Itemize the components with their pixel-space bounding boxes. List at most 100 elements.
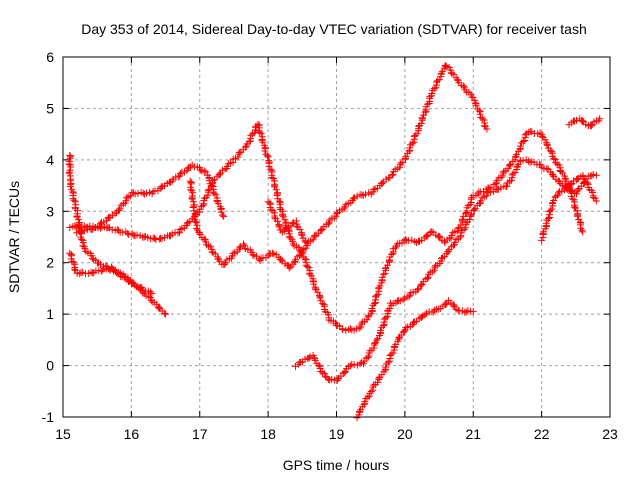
data-point (578, 226, 586, 234)
data-point (317, 227, 325, 235)
data-point (292, 256, 300, 264)
data-point (207, 183, 215, 191)
data-point (389, 349, 397, 357)
data-point (475, 107, 483, 115)
data-point (281, 225, 289, 233)
data-point (467, 210, 475, 218)
data-point (426, 93, 434, 101)
data-point (538, 236, 546, 244)
data-point (259, 138, 267, 146)
data-point (275, 223, 283, 231)
data-point (469, 93, 477, 101)
data-point (477, 197, 485, 205)
data-point (382, 363, 390, 371)
data-point (126, 192, 134, 200)
data-point (220, 212, 228, 220)
data-point (511, 169, 519, 176)
data-point (592, 197, 600, 205)
x-tick-label: 17 (192, 426, 208, 442)
data-point (133, 231, 141, 239)
data-point (155, 304, 163, 312)
data-point (540, 228, 547, 236)
data-point (376, 282, 384, 290)
data-point (144, 234, 152, 242)
data-point (279, 213, 287, 221)
data-point (285, 264, 293, 272)
data-point (301, 237, 309, 245)
data-point (71, 222, 79, 230)
data-point (277, 256, 285, 264)
y-tick-label: 1 (46, 306, 54, 322)
data-point (525, 157, 533, 165)
data-point (405, 293, 413, 301)
data-point (391, 343, 398, 350)
x-tick-label: 20 (397, 426, 413, 442)
data-point (192, 218, 199, 226)
data-point (512, 152, 520, 160)
data-point (289, 219, 297, 227)
data-point (546, 207, 554, 215)
data-point (151, 234, 158, 242)
data-point (221, 260, 229, 268)
data-point (189, 204, 197, 211)
data-point (400, 327, 408, 335)
chart-title: Day 353 of 2014, Sidereal Day-to-day VTE… (81, 21, 587, 37)
y-tick-label: 4 (46, 152, 54, 168)
data-point (573, 176, 580, 184)
data-point (366, 389, 374, 397)
data-point (399, 296, 407, 304)
data-point (384, 306, 392, 314)
data-point (542, 219, 550, 227)
data-point (497, 184, 505, 192)
data-point (301, 255, 309, 263)
data-point (592, 171, 600, 179)
y-tick-label: 6 (46, 49, 54, 65)
data-point (391, 244, 399, 252)
data-point (413, 130, 421, 138)
data-point (469, 308, 477, 316)
data-point (557, 168, 565, 175)
data-point (428, 228, 436, 236)
data-point (267, 206, 275, 214)
data-point (406, 144, 414, 152)
data-point (506, 161, 514, 169)
series-track-i (538, 172, 600, 244)
data-point (167, 232, 175, 240)
data-point (567, 181, 575, 189)
data-point (372, 292, 380, 300)
data-point (212, 191, 220, 199)
data-point (377, 326, 384, 334)
data-point (364, 393, 372, 401)
data-point (444, 247, 452, 255)
data-point (71, 265, 79, 273)
data-point (269, 249, 277, 257)
data-point (229, 249, 237, 257)
data-point (408, 139, 416, 147)
data-point (374, 290, 382, 298)
data-point (433, 77, 441, 85)
data-point (476, 110, 484, 118)
data-point (388, 171, 396, 179)
data-point (574, 185, 582, 193)
data-point (214, 199, 222, 207)
data-point (570, 177, 577, 185)
data-point (71, 266, 79, 274)
data-point (411, 131, 419, 139)
data-point (370, 344, 378, 352)
data-point (234, 153, 242, 161)
data-point (275, 197, 283, 205)
data-point (197, 166, 205, 174)
data-point (196, 231, 204, 238)
y-tick-label: 5 (46, 100, 54, 116)
data-point (420, 111, 427, 119)
data-point (374, 335, 382, 343)
data-point (555, 189, 563, 197)
data-point (129, 189, 137, 197)
data-point (245, 138, 253, 146)
data-point (125, 231, 133, 239)
data-point (483, 125, 491, 133)
data-point (257, 130, 265, 138)
data-point (387, 350, 395, 358)
data-point (65, 160, 73, 168)
data-point (200, 167, 208, 175)
